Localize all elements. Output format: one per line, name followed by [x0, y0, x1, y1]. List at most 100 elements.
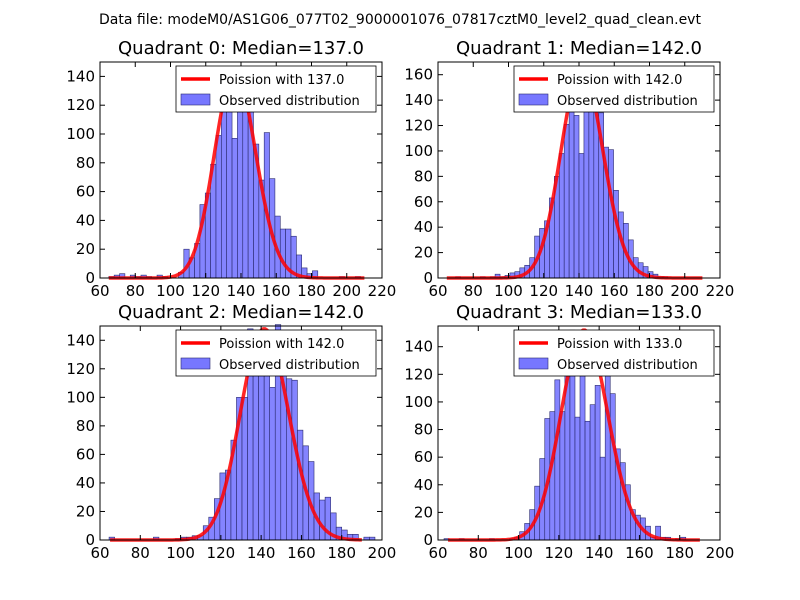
- histogram-bars: [443, 329, 687, 541]
- x-tick-label: 200: [332, 282, 361, 300]
- y-tick-label: 20: [414, 503, 433, 521]
- histogram-bar: [579, 360, 586, 541]
- x-tick-label: 120: [191, 282, 220, 300]
- x-tick-label: 80: [126, 282, 145, 300]
- histogram-bar: [589, 404, 596, 541]
- axes-frame: [99, 325, 383, 541]
- legend-label: Observed distribution: [219, 358, 360, 373]
- chart-panel-3: 60 80 100 120 140 160 180 200 0 20 40 60 80 100 120 140…: [404, 302, 734, 562]
- y-tick-label: 80: [414, 421, 433, 439]
- y-tick-label: 80: [414, 167, 433, 185]
- y-tick-label: 0: [85, 531, 95, 549]
- x-tick-label: 60: [90, 544, 109, 562]
- x-tick-label: 120: [529, 282, 558, 300]
- y-tick-label: 140: [66, 67, 95, 85]
- histogram-bar: [578, 153, 585, 279]
- chart-panel-2: 60 80 100 120 140 160 180 200 0 20 40 60 80 100 120 140…: [66, 302, 396, 562]
- legend: Poission with 142.0 Observed distribution: [175, 329, 377, 377]
- histogram-bar: [242, 90, 249, 279]
- y-tick-label: 140: [404, 338, 433, 356]
- y-tick-label: 20: [76, 502, 95, 520]
- x-tick-label: 220: [706, 282, 735, 300]
- x-tick-label: 80: [464, 282, 483, 300]
- x-tick-label: 80: [469, 544, 488, 562]
- y-tick-label: 140: [404, 91, 433, 109]
- x-tick-label: 180: [297, 282, 326, 300]
- legend-bar-swatch: [180, 93, 211, 106]
- legend-label: Observed distribution: [557, 358, 698, 373]
- histogram-bar: [263, 349, 271, 541]
- y-tick-label: 60: [414, 448, 433, 466]
- x-tick-label: 140: [227, 282, 256, 300]
- legend-label: Poission with 142.0: [557, 73, 682, 88]
- y-tick-label: 100: [404, 393, 433, 411]
- histogram-bar: [231, 138, 238, 279]
- y-tick-label: 20: [414, 244, 433, 262]
- histogram-bar: [279, 228, 286, 279]
- histogram-bar: [604, 358, 611, 541]
- y-tick-label: 40: [76, 211, 95, 229]
- y-tick-label: 40: [414, 476, 433, 494]
- axes-frame: [437, 325, 721, 541]
- y-tick-label: 120: [66, 360, 95, 378]
- x-tick-label: 120: [545, 544, 574, 562]
- histogram-bar: [608, 149, 614, 279]
- histogram-bar: [297, 429, 304, 541]
- y-tick-label: 100: [66, 125, 95, 143]
- x-tick-label: 160: [600, 282, 629, 300]
- legend-label: Observed distribution: [219, 94, 360, 109]
- histogram-bar: [554, 379, 561, 541]
- x-tick-label: 200: [706, 544, 735, 562]
- y-tick-label: 120: [66, 96, 95, 114]
- legend: Poission with 137.0 Observed distribution: [175, 65, 377, 113]
- x-tick-label: 60: [428, 544, 447, 562]
- legend-label: Observed distribution: [557, 94, 698, 109]
- x-tick-label: 140: [585, 544, 614, 562]
- y-tick-label: 80: [76, 417, 95, 435]
- y-tick-label: 60: [76, 445, 95, 463]
- histogram-bar: [269, 387, 276, 541]
- y-tick-label: 60: [76, 183, 95, 201]
- x-tick-label: 100: [494, 282, 523, 300]
- x-tick-label: 160: [262, 282, 291, 300]
- x-tick-label: 180: [635, 282, 664, 300]
- histogram-bar: [599, 456, 606, 541]
- x-tick-label: 180: [327, 544, 356, 562]
- legend-label: Poission with 133.0: [557, 337, 682, 352]
- legend-label: Poission with 142.0: [219, 337, 344, 352]
- chart-panel-1: 60 80 100 120 140 160 180 200 220 0 20 40 60 80 100 120…: [404, 38, 734, 300]
- histogram-bar: [584, 420, 591, 541]
- y-tick-label: 160: [404, 66, 433, 84]
- chart-title: Quadrant 3: Median=133.0: [456, 302, 702, 323]
- figure-title: Data file: modeM0/AS1G06_077T02_90000010…: [99, 12, 701, 28]
- x-tick-label: 100: [156, 282, 185, 300]
- x-tick-label: 140: [565, 282, 594, 300]
- histogram-bar: [215, 135, 222, 279]
- histogram-bar: [563, 123, 570, 279]
- legend: Poission with 142.0 Observed distribution: [513, 65, 715, 113]
- histogram-bar: [558, 153, 565, 279]
- y-tick-label: 20: [76, 240, 95, 258]
- chart-title: Quadrant 0: Median=137.0: [118, 38, 364, 59]
- histogram-bar: [609, 393, 616, 541]
- y-tick-label: 120: [404, 117, 433, 135]
- chart-title: Quadrant 2: Median=142.0: [118, 302, 364, 323]
- x-tick-label: 160: [625, 544, 654, 562]
- legend-bar-swatch: [518, 93, 549, 106]
- y-tick-label: 80: [76, 154, 95, 172]
- y-tick-label: 0: [423, 269, 433, 287]
- legend-label: Poission with 137.0: [219, 73, 344, 88]
- histogram-bar: [594, 385, 601, 541]
- y-tick-label: 100: [66, 388, 95, 406]
- histogram-bar: [237, 90, 244, 279]
- legend: Poission with 133.0 Observed distribution: [513, 329, 715, 377]
- histogram-bar: [241, 397, 248, 541]
- y-tick-label: 0: [85, 269, 95, 287]
- x-tick-label: 160: [287, 544, 316, 562]
- chart-title: Quadrant 1: Median=142.0: [456, 38, 702, 59]
- x-tick-label: 140: [247, 544, 276, 562]
- y-tick-label: 100: [404, 142, 433, 160]
- histogram-bar: [568, 87, 575, 279]
- histogram-bar: [613, 190, 619, 279]
